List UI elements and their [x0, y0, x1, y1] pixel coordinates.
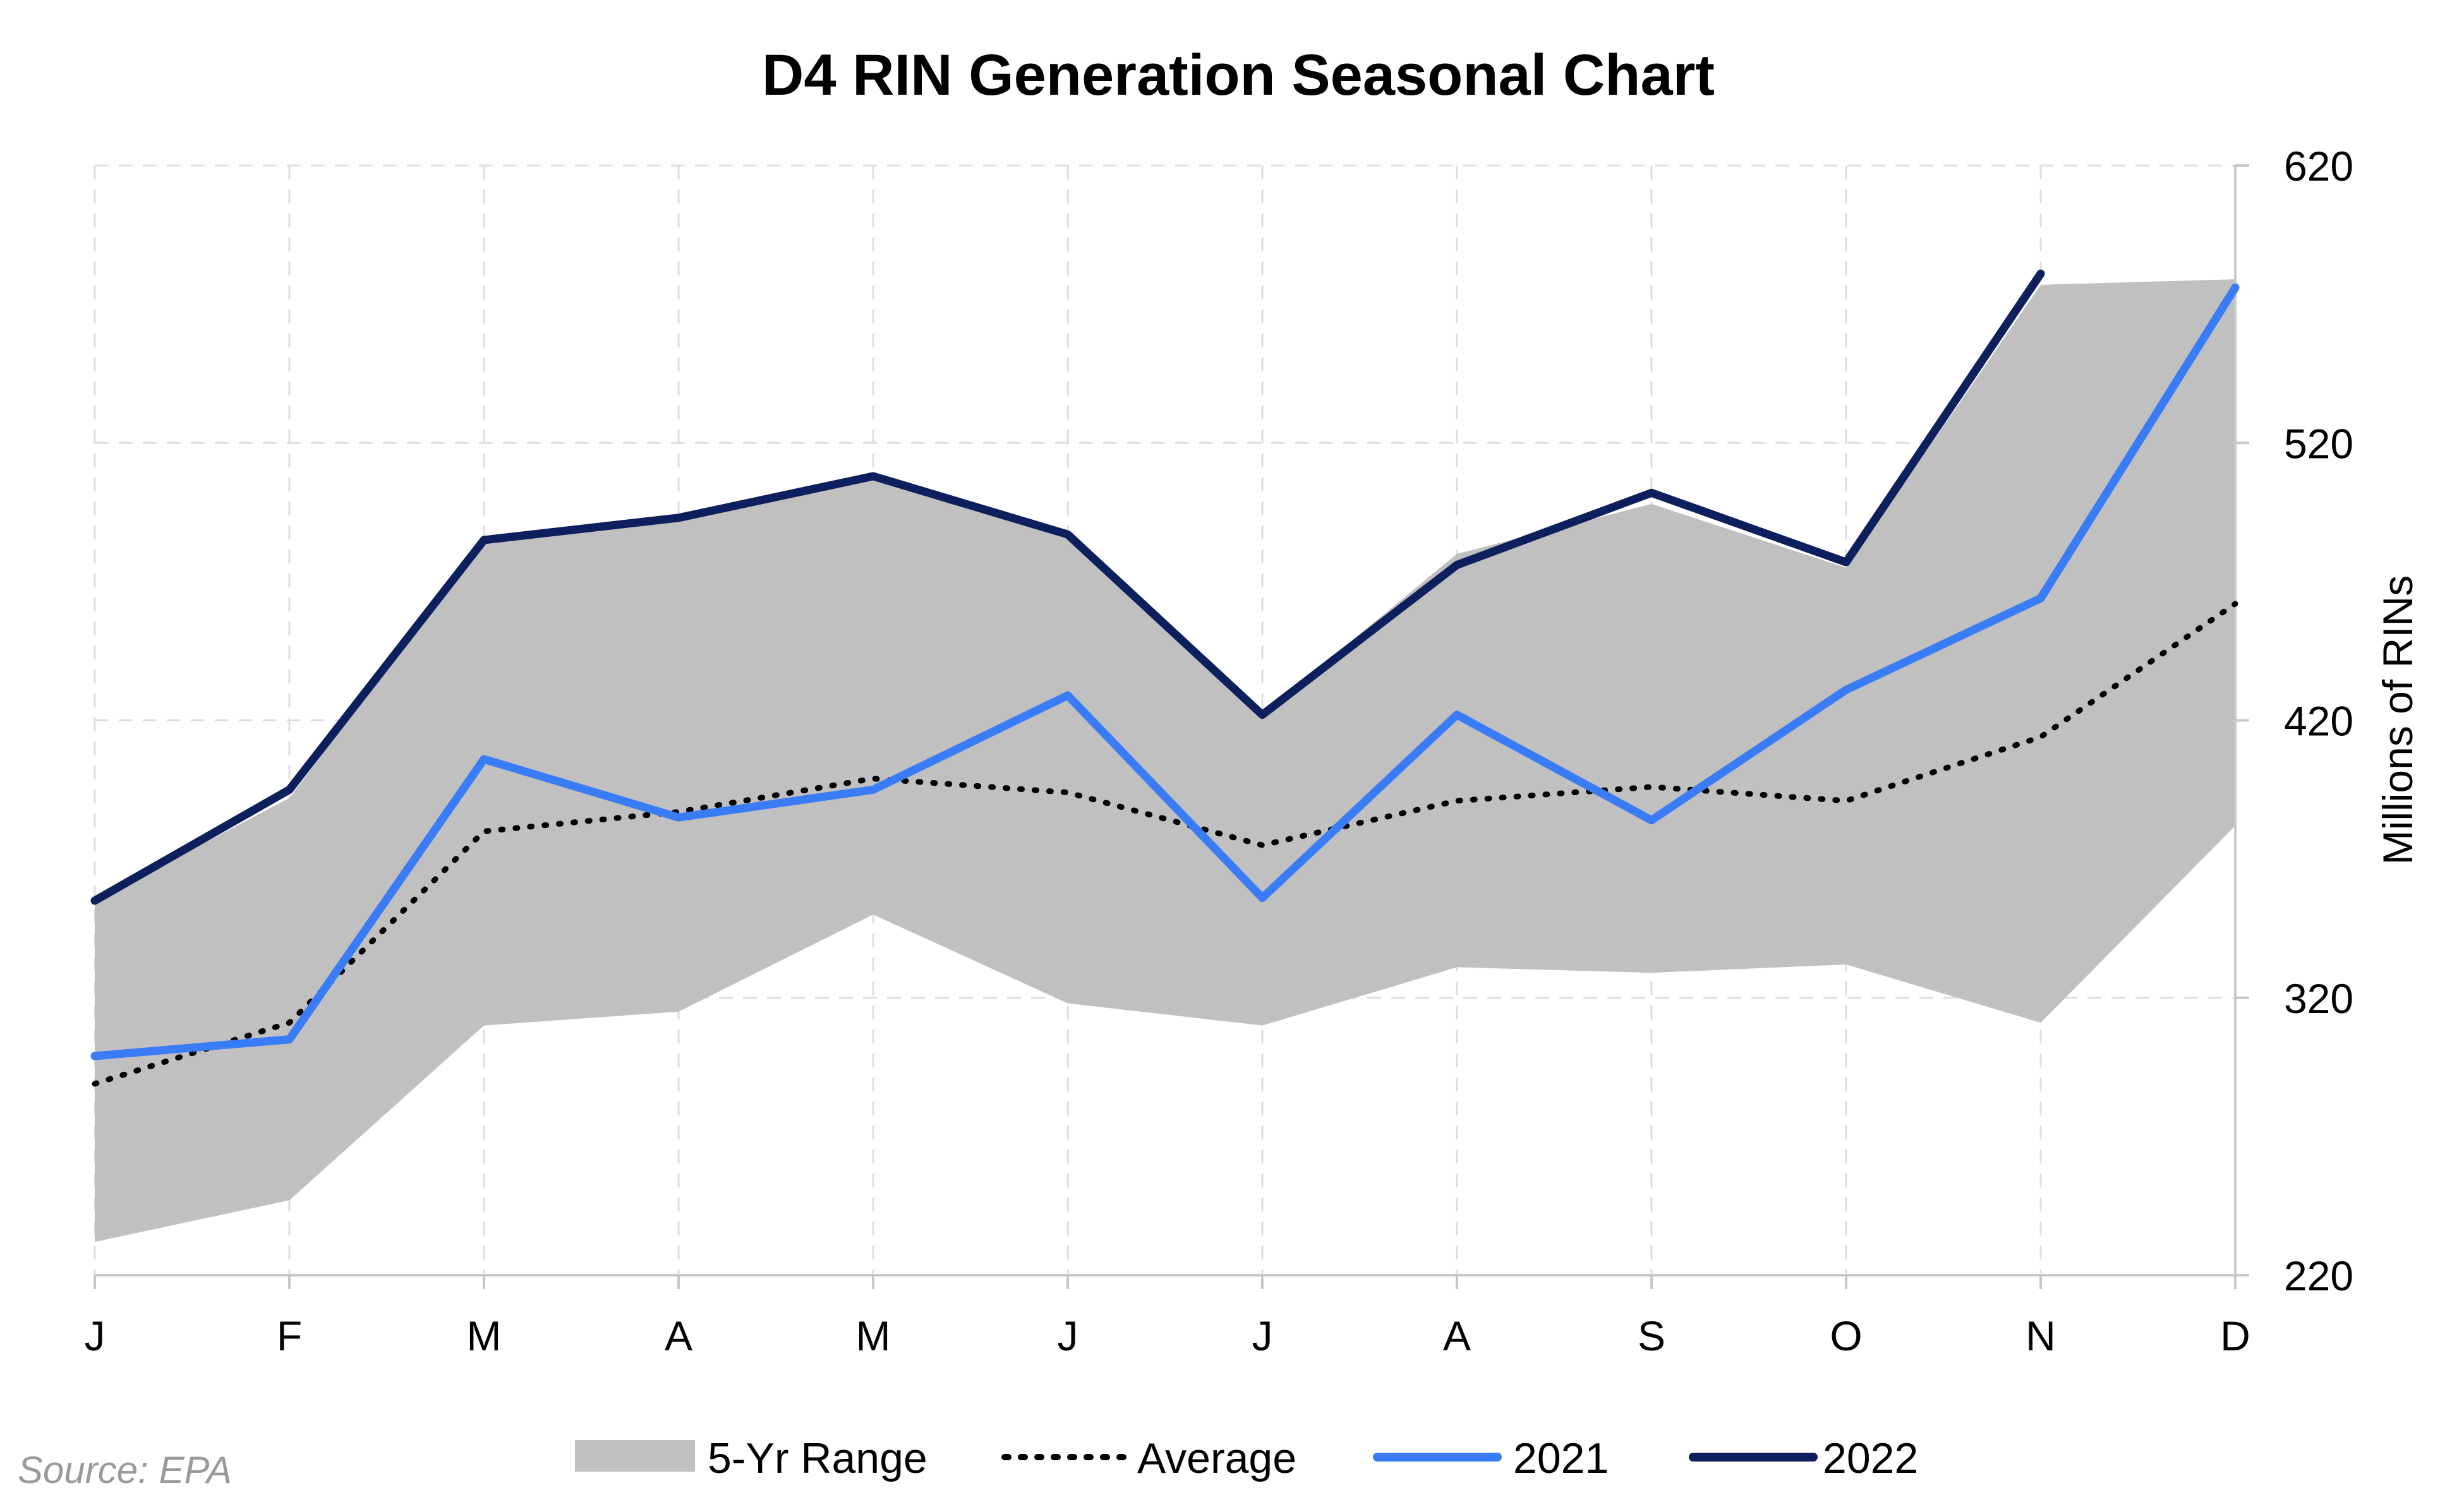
x-tick-label: J [1058, 1312, 1078, 1359]
x-tick-label: S [1638, 1312, 1665, 1359]
legend-label-2021: 2021 [1513, 1434, 1609, 1482]
legend-label-2022: 2022 [1823, 1434, 1918, 1482]
range-band-layer [95, 279, 2235, 1242]
series-line-average [92, 601, 2238, 1087]
y-tick-label: 220 [2284, 1252, 2353, 1299]
y-tick-labels: 620 520 420 320 220 [2284, 143, 2353, 1299]
y-tick-label: 520 [2284, 420, 2353, 467]
x-tick-label: O [1830, 1312, 1862, 1359]
y-axis-title: Millions of RINs [2374, 575, 2421, 865]
x-tick-label: M [467, 1312, 502, 1359]
y-tick-label: 620 [2284, 143, 2353, 189]
legend: 5-Yr Range Average 2021 2022 [575, 1434, 1918, 1482]
series-lines [90, 269, 2240, 1087]
axes [94, 164, 2249, 1289]
x-tick-label: A [1443, 1312, 1471, 1359]
y-tick-label: 420 [2284, 698, 2353, 745]
x-tick-label: N [2026, 1312, 2056, 1359]
source-note: Source: EPA [18, 1449, 232, 1491]
x-tick-label: M [856, 1312, 891, 1359]
legend-label-average: Average [1137, 1434, 1296, 1482]
chart-title: D4 RIN Generation Seasonal Chart [762, 43, 1715, 107]
x-tick-label: F [277, 1312, 302, 1359]
legend-swatch-range [575, 1440, 695, 1472]
x-tick-label: A [665, 1312, 692, 1359]
series-line-2021 [90, 283, 2240, 1060]
x-tick-label: J [85, 1312, 106, 1359]
legend-label-range: 5-Yr Range [708, 1434, 927, 1482]
x-tick-label: J [1252, 1312, 1273, 1359]
x-tick-label: D [2220, 1312, 2250, 1359]
y-tick-label: 320 [2284, 975, 2353, 1022]
range-band [95, 279, 2235, 1242]
series-line-2022 [90, 269, 2045, 905]
